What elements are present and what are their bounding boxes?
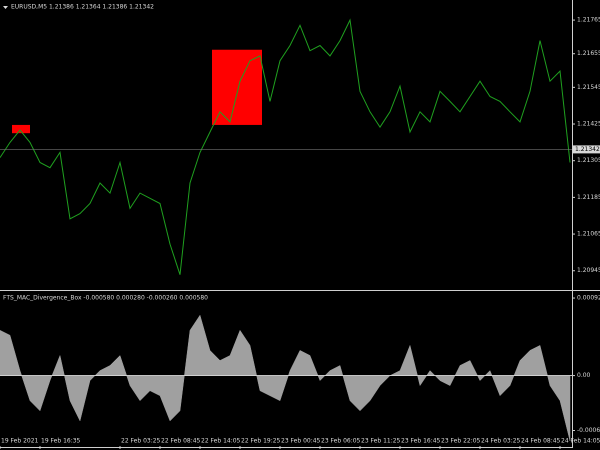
y-tick-label: -0.000655 [577, 427, 600, 434]
indicator-area [0, 314, 571, 442]
x-tick-label: 19 Feb 16:35 [41, 438, 81, 445]
divergence-box [12, 124, 30, 134]
y-tick-label: 1.21065 [577, 231, 600, 238]
x-tick-label: 22 Feb 14:05 [201, 438, 241, 445]
y-tick-label: 1.21185 [577, 194, 600, 201]
x-tick-label: 19 Feb 2021 [1, 438, 39, 445]
price-line [0, 18, 571, 275]
current-price-label: 1.21342 [575, 146, 600, 153]
x-tick-label: 24 Feb 14:05 [561, 438, 600, 445]
x-tick-label: 23 Feb 06:05 [321, 438, 361, 445]
x-tick-label: 23 Feb 16:45 [401, 438, 441, 445]
y-tick-label: 1.21305 [577, 157, 600, 164]
x-tick-label: 23 Feb 22:05 [441, 438, 481, 445]
y-tick-label: 1.21655 [577, 50, 600, 57]
y-tick-label: 1.21425 [577, 121, 600, 128]
y-tick-label: 1.21765 [577, 17, 600, 24]
x-tick-label: 23 Feb 00:45 [281, 438, 321, 445]
x-tick-label: 24 Feb 08:45 [521, 438, 561, 445]
current-price-tag [573, 145, 600, 154]
x-tick-label: 24 Feb 03:25 [481, 438, 521, 445]
indicator-title: FTS_MAC_Divergence_Box -0.000580 0.00028… [3, 295, 208, 302]
x-tick-label: 23 Feb 11:25 [361, 438, 401, 445]
x-tick-label: 22 Feb 08:45 [161, 438, 201, 445]
y-tick-label: 0.000925 [577, 295, 600, 302]
y-tick-label: 1.20945 [577, 267, 600, 274]
y-tick-label: 1.21545 [577, 84, 600, 91]
x-tick-label: 22 Feb 03:25 [121, 438, 161, 445]
x-tick-label: 22 Feb 19:25 [241, 438, 281, 445]
menu-arrow [3, 6, 8, 9]
y-tick-label: 0.00 [577, 372, 591, 379]
chart-title: EURUSD,M5 1.21386 1.21364 1.21386 1.2134… [11, 4, 154, 11]
